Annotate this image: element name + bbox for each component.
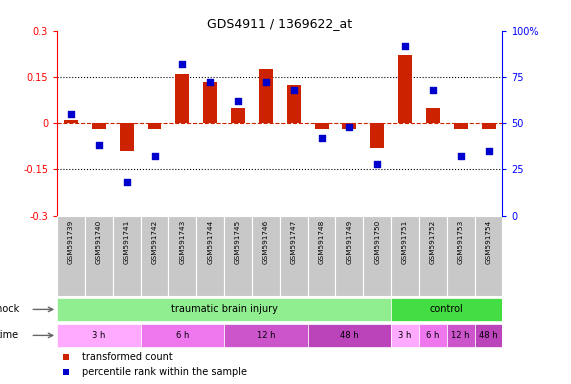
Bar [391, 298, 502, 321]
Bar [343, 123, 356, 129]
Text: 3 h: 3 h [399, 331, 412, 340]
Text: control: control [430, 305, 464, 314]
Text: GSM591750: GSM591750 [374, 220, 380, 264]
Text: GSM591754: GSM591754 [485, 220, 492, 264]
Bar [147, 123, 162, 129]
Bar [391, 215, 419, 296]
Point [122, 179, 131, 185]
Text: GSM591748: GSM591748 [319, 220, 324, 264]
Point [317, 135, 326, 141]
Bar [287, 84, 301, 123]
Bar [370, 123, 384, 148]
Bar [481, 123, 496, 129]
Text: 48 h: 48 h [479, 331, 498, 340]
Point [206, 79, 215, 86]
Point [345, 124, 354, 130]
Bar [252, 215, 280, 296]
Point [400, 43, 409, 49]
Text: 12 h: 12 h [452, 331, 470, 340]
Text: GSM591746: GSM591746 [263, 220, 269, 264]
Bar [168, 215, 196, 296]
Bar [454, 123, 468, 129]
Bar [224, 324, 308, 347]
Bar [315, 123, 328, 129]
Bar [308, 324, 391, 347]
Text: transformed count: transformed count [82, 352, 172, 362]
Bar [57, 298, 391, 321]
Bar [57, 215, 85, 296]
Bar [64, 120, 78, 123]
Bar [120, 123, 134, 151]
Text: 12 h: 12 h [256, 331, 275, 340]
Text: GSM591744: GSM591744 [207, 220, 213, 264]
Text: 3 h: 3 h [92, 331, 106, 340]
Bar [419, 324, 447, 347]
Text: shock: shock [0, 305, 19, 314]
Bar [475, 324, 502, 347]
Text: GSM591741: GSM591741 [124, 220, 130, 264]
Bar [398, 55, 412, 123]
Text: 6 h: 6 h [426, 331, 440, 340]
Point [373, 161, 382, 167]
Bar [92, 123, 106, 129]
Bar [335, 215, 363, 296]
Point [178, 61, 187, 67]
Bar [140, 215, 168, 296]
Text: 48 h: 48 h [340, 331, 359, 340]
Bar [308, 215, 336, 296]
Bar [419, 215, 447, 296]
Point [150, 153, 159, 159]
Bar [280, 215, 308, 296]
Bar [426, 108, 440, 123]
Bar [175, 74, 190, 123]
Point [484, 148, 493, 154]
Text: GSM591747: GSM591747 [291, 220, 297, 264]
Text: GSM591745: GSM591745 [235, 220, 241, 264]
Bar [203, 81, 217, 123]
Text: GSM591740: GSM591740 [96, 220, 102, 264]
Text: GSM591753: GSM591753 [458, 220, 464, 264]
Text: GSM591749: GSM591749 [347, 220, 352, 264]
Point [66, 111, 75, 117]
Bar [85, 215, 113, 296]
Text: 6 h: 6 h [176, 331, 189, 340]
Text: GSM591743: GSM591743 [179, 220, 186, 264]
Point [428, 87, 437, 93]
Point [262, 79, 271, 86]
Bar [140, 324, 224, 347]
Text: GSM591752: GSM591752 [430, 220, 436, 264]
Bar [447, 324, 475, 347]
Bar [259, 69, 273, 123]
Text: GSM591751: GSM591751 [402, 220, 408, 264]
Point [456, 153, 465, 159]
Text: GSM591742: GSM591742 [151, 220, 158, 264]
Point [94, 142, 103, 148]
Bar [447, 215, 475, 296]
Text: GSM591739: GSM591739 [68, 220, 74, 264]
Text: percentile rank within the sample: percentile rank within the sample [82, 367, 247, 377]
Bar [196, 215, 224, 296]
Point [234, 98, 243, 104]
Point [289, 87, 298, 93]
Title: GDS4911 / 1369622_at: GDS4911 / 1369622_at [207, 17, 352, 30]
Text: traumatic brain injury: traumatic brain injury [171, 305, 278, 314]
Bar [391, 324, 419, 347]
Bar [224, 215, 252, 296]
Bar [57, 324, 140, 347]
Bar [363, 215, 391, 296]
Bar [475, 215, 502, 296]
Text: time: time [0, 330, 19, 340]
Bar [112, 215, 140, 296]
Bar [231, 108, 245, 123]
